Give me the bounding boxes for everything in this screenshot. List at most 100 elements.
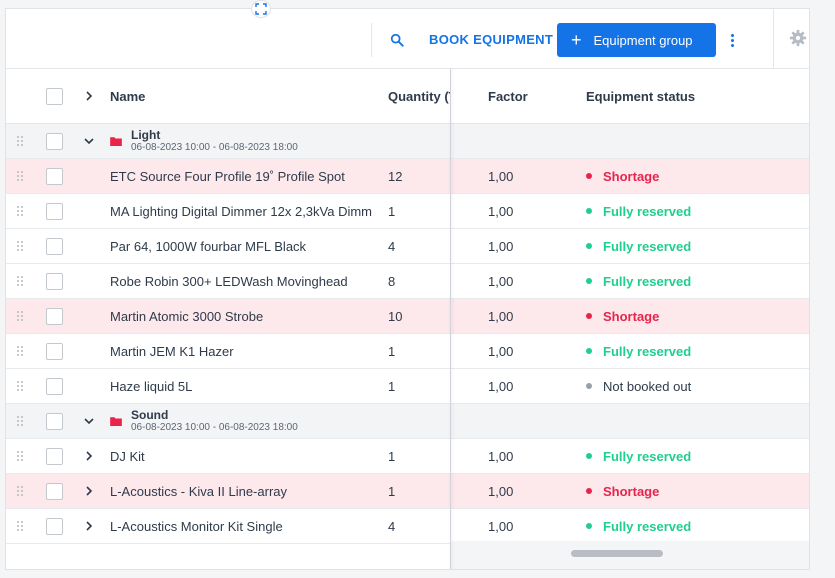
- equipment-name: L-Acoustics - Kiva II Line-array: [110, 483, 288, 499]
- equipment-factor: 1,00: [488, 308, 514, 324]
- table-row[interactable]: L-Acoustics Monitor Kit Single 4 1,00 Fully…: [6, 509, 809, 544]
- equipment-quantity: 1: [388, 483, 396, 499]
- table-row[interactable]: Haze liquid 5L 1 1,00 Not booked out: [6, 369, 809, 404]
- row-checkbox[interactable]: [46, 229, 64, 263]
- chevron-down-icon[interactable]: [82, 404, 96, 438]
- status-dot-icon: [586, 243, 592, 249]
- drag-handle-icon[interactable]: [14, 404, 26, 438]
- table-row[interactable]: Martin Atomic 3000 Strobe 10 1,00 Shortage: [6, 299, 809, 334]
- gear-icon[interactable]: [789, 29, 809, 49]
- add-equipment-group-button[interactable]: + Equipment group: [557, 23, 716, 57]
- group-label: Light 06-08-2023 10:00 - 06-08-2023 18:00: [131, 124, 371, 158]
- drag-handle-icon[interactable]: [14, 194, 26, 228]
- fullscreen-toggle-icon[interactable]: [251, 0, 271, 18]
- table-row[interactable]: Robe Robin 300+ LEDWash Movinghead 8 1,00 F…: [6, 264, 809, 299]
- status-dot-icon: [586, 523, 592, 529]
- status-dot-icon: [586, 348, 592, 354]
- chevron-right-icon[interactable]: [82, 439, 96, 473]
- table-row[interactable]: Martin JEM K1 Hazer 1 1,00 Fully reserved: [6, 334, 809, 369]
- chevron-down-icon[interactable]: [82, 124, 96, 158]
- drag-handle-icon[interactable]: [14, 369, 26, 403]
- drag-handle-icon[interactable]: [14, 229, 26, 263]
- row-checkbox[interactable]: [46, 369, 64, 403]
- book-equipment-button[interactable]: BOOK EQUIPMENT: [429, 32, 554, 47]
- status-label: Fully reserved: [603, 448, 692, 464]
- status-dot-icon: [586, 173, 592, 179]
- row-checkbox[interactable]: [46, 194, 64, 228]
- table-row[interactable]: MA Lighting Digital Dimmer 12x 2,3kVa Di…: [6, 194, 809, 229]
- drag-handle-icon[interactable]: [14, 474, 26, 508]
- status-dot-icon: [586, 313, 592, 319]
- status-badge: Fully reserved: [586, 334, 806, 368]
- chevron-right-icon[interactable]: [82, 474, 96, 508]
- chevron-right-icon[interactable]: [82, 509, 96, 543]
- row-checkbox[interactable]: [46, 159, 64, 193]
- folder-icon: [110, 124, 124, 158]
- status-badge: Shortage: [586, 299, 806, 333]
- equipment-grid: Name Quantity (T Factor Equipment status…: [6, 69, 809, 544]
- equipment-factor: 1,00: [488, 238, 514, 254]
- column-splitter[interactable]: [450, 69, 451, 569]
- row-checkbox[interactable]: [46, 439, 64, 473]
- group-name: Sound: [131, 407, 169, 422]
- expand-all-chevron-icon[interactable]: [82, 69, 96, 123]
- status-badge: Not booked out: [586, 369, 806, 403]
- row-checkbox[interactable]: [46, 124, 64, 158]
- status-label: Fully reserved: [603, 238, 692, 254]
- status-dot-icon: [586, 278, 592, 284]
- group-row[interactable]: Sound 06-08-2023 10:00 - 06-08-2023 18:00: [6, 404, 809, 439]
- equipment-factor: 1,00: [488, 343, 514, 359]
- horizontal-scrollbar[interactable]: [571, 550, 663, 557]
- column-header-equipment-status[interactable]: Equipment status: [586, 88, 696, 104]
- row-checkbox[interactable]: [46, 474, 64, 508]
- table-row[interactable]: DJ Kit 1 1,00 Fully reserved: [6, 439, 809, 474]
- status-badge: Fully reserved: [586, 439, 806, 473]
- table-row[interactable]: L-Acoustics - Kiva II Line-array 1 1,00 Sho…: [6, 474, 809, 509]
- drag-handle-icon[interactable]: [14, 264, 26, 298]
- group-row[interactable]: Light 06-08-2023 10:00 - 06-08-2023 18:00: [6, 124, 809, 159]
- status-label: Fully reserved: [603, 203, 692, 219]
- equipment-name: DJ Kit: [110, 448, 145, 464]
- search-icon[interactable]: [387, 29, 407, 51]
- row-checkbox[interactable]: [46, 264, 64, 298]
- equipment-name: ETC Source Four Profile 19˚ Profile Spot: [110, 168, 345, 184]
- drag-handle-icon[interactable]: [14, 159, 26, 193]
- equipment-name: Martin Atomic 3000 Strobe: [110, 308, 264, 324]
- table-row[interactable]: ETC Source Four Profile 19˚ Profile Spot…: [6, 159, 809, 194]
- equipment-factor: 1,00: [488, 273, 514, 289]
- status-label: Not booked out: [603, 378, 692, 394]
- status-label: Shortage: [603, 168, 660, 184]
- toolbar-divider: [371, 23, 372, 57]
- status-badge: Fully reserved: [586, 264, 806, 298]
- column-header-name[interactable]: Name: [110, 88, 146, 104]
- equipment-quantity: 1: [388, 343, 396, 359]
- status-badge: Shortage: [586, 159, 806, 193]
- row-checkbox[interactable]: [46, 334, 64, 368]
- equipment-name: MA Lighting Digital Dimmer 12x 2,3kVa Di…: [110, 203, 372, 219]
- row-checkbox[interactable]: [46, 299, 64, 333]
- table-row[interactable]: Par 64, 1000W fourbar MFL Black 4 1,00 Full…: [6, 229, 809, 264]
- drag-handle-icon[interactable]: [14, 334, 26, 368]
- equipment-quantity: 8: [388, 273, 396, 289]
- equipment-quantity: 1: [388, 448, 396, 464]
- row-checkbox[interactable]: [46, 509, 64, 543]
- status-badge: Shortage: [586, 474, 806, 508]
- status-label: Fully reserved: [603, 518, 692, 534]
- status-badge: Fully reserved: [586, 194, 806, 228]
- group-date-range: 06-08-2023 10:00 - 06-08-2023 18:00: [131, 141, 298, 153]
- equipment-factor: 1,00: [488, 203, 514, 219]
- equipment-factor: 1,00: [488, 518, 514, 534]
- equipment-quantity: 10: [388, 308, 403, 324]
- drag-handle-icon[interactable]: [14, 124, 26, 158]
- equipment-factor: 1,00: [488, 168, 514, 184]
- drag-handle-icon[interactable]: [14, 509, 26, 543]
- status-badge: Fully reserved: [586, 509, 806, 543]
- drag-handle-icon[interactable]: [14, 299, 26, 333]
- more-options-icon[interactable]: [724, 29, 740, 51]
- row-checkbox[interactable]: [46, 404, 64, 438]
- column-header-quantity[interactable]: Quantity (T: [388, 88, 450, 104]
- drag-handle-icon[interactable]: [14, 439, 26, 473]
- select-all-checkbox[interactable]: [46, 69, 64, 123]
- equipment-quantity: 4: [388, 238, 396, 254]
- column-header-factor[interactable]: Factor: [488, 88, 528, 104]
